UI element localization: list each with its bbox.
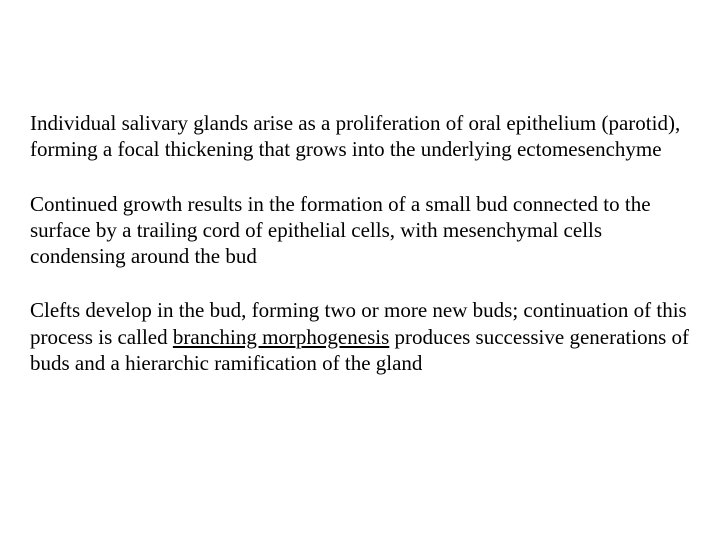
text-run-underlined: branching morphogenesis xyxy=(173,325,389,349)
paragraph-3: Clefts develop in the bud, forming two o… xyxy=(30,297,690,376)
slide-body: Individual salivary glands arise as a pr… xyxy=(0,0,720,540)
paragraph-1: Individual salivary glands arise as a pr… xyxy=(30,110,690,163)
paragraph-2: Continued growth results in the formatio… xyxy=(30,191,690,270)
text-run: Individual salivary glands arise as a pr… xyxy=(30,111,680,161)
text-run: Continued growth results in the formatio… xyxy=(30,192,651,269)
